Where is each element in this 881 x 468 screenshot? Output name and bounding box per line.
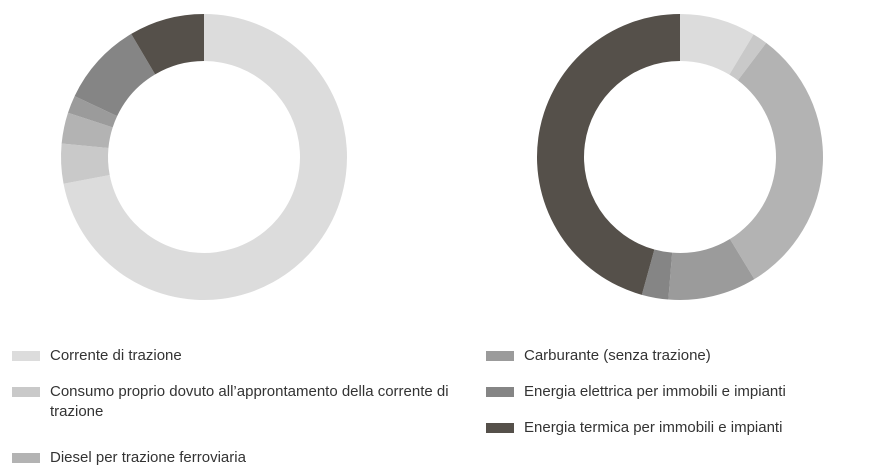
legend-label: Energia elettrica per immobili e impiant… (524, 383, 786, 400)
donut-segment (131, 14, 204, 75)
donut-segment (60, 143, 110, 184)
donut-segment (536, 14, 680, 295)
legend-item: Consumo proprio dovuto all’approntamento… (12, 382, 450, 422)
legend-item: Corrente di trazione (12, 346, 450, 366)
legend-label: Energia termica per immobili e impianti (524, 419, 783, 436)
legend-label: Corrente di trazione (50, 347, 182, 364)
legend-label: Diesel per trazione ferroviaria (50, 449, 246, 466)
legend-swatch (486, 387, 514, 397)
donut-segment (63, 14, 347, 300)
legend-item: Carburante (senza trazione) (486, 346, 881, 366)
donut-segment (668, 239, 755, 300)
legend-swatch (486, 351, 514, 361)
donut-segment (680, 14, 754, 75)
donut-segment (74, 33, 156, 117)
legend-swatch (12, 453, 40, 463)
donut-segment (67, 96, 118, 128)
donut-segment (729, 34, 767, 81)
donut-segment (729, 42, 824, 280)
legend-item: Diesel per trazione ferroviaria (12, 448, 450, 468)
donut-segment (61, 112, 113, 148)
donut-segment (641, 249, 673, 300)
legend-swatch (486, 423, 514, 433)
legend-label: Carburante (senza trazione) (524, 347, 711, 364)
charts (60, 14, 824, 300)
legend-swatch (12, 387, 40, 397)
legend-item: Energia elettrica per immobili e impiant… (486, 382, 881, 402)
legend-label: Consumo proprio dovuto all’approntamento… (50, 383, 449, 420)
legend-item: Energia termica per immobili e impianti (486, 418, 881, 438)
legend-swatch (12, 351, 40, 361)
